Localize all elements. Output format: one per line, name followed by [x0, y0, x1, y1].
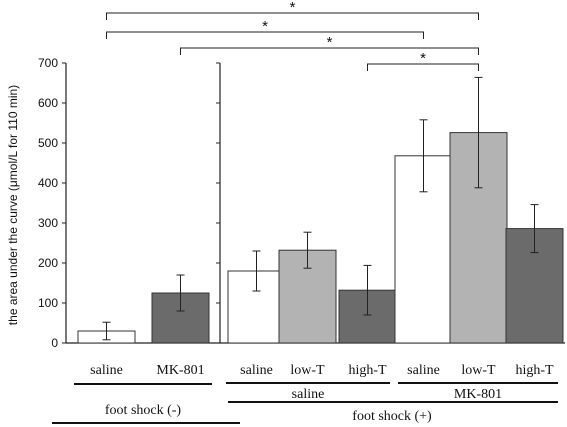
significance-star: *	[262, 18, 268, 35]
significance-bracket	[106, 12, 479, 20]
category-label: saline	[90, 363, 123, 378]
y-tick-label: 400	[38, 176, 58, 190]
significance-star: *	[290, 0, 296, 16]
category-label: high-T	[348, 363, 387, 378]
y-tick-label: 200	[38, 256, 58, 270]
category-label: MK-801	[156, 363, 204, 378]
subgroup-label: saline	[292, 387, 325, 402]
category-labels: saline MK-801 saline low-T high-T saline low-T…	[52, 363, 558, 424]
category-label: high-T	[515, 363, 554, 378]
category-label: saline	[407, 363, 440, 378]
group-label: foot shock (-)	[105, 403, 182, 418]
y-tick-label: 0	[51, 336, 58, 350]
y-tick-label: 600	[38, 96, 58, 110]
bars	[77, 76, 564, 344]
significance-brackets: * * * *	[106, 0, 479, 71]
y-tick-label: 500	[38, 136, 58, 150]
group-label: foot shock (+)	[352, 409, 432, 424]
significance-bracket	[106, 31, 424, 39]
category-label: saline	[240, 363, 273, 378]
y-tick-label: 700	[38, 56, 58, 70]
y-tick-label: 300	[38, 216, 58, 230]
subgroup-label: MK-801	[454, 387, 502, 402]
y-tick-label: 100	[38, 296, 58, 310]
significance-bracket	[180, 47, 479, 55]
category-label: low-T	[461, 363, 496, 378]
category-label: low-T	[290, 363, 325, 378]
significance-star: *	[327, 34, 333, 51]
significance-bracket	[367, 63, 479, 71]
significance-star: *	[420, 50, 426, 67]
y-axis-label: the area under the curve (μmol/L for 110…	[6, 85, 20, 325]
